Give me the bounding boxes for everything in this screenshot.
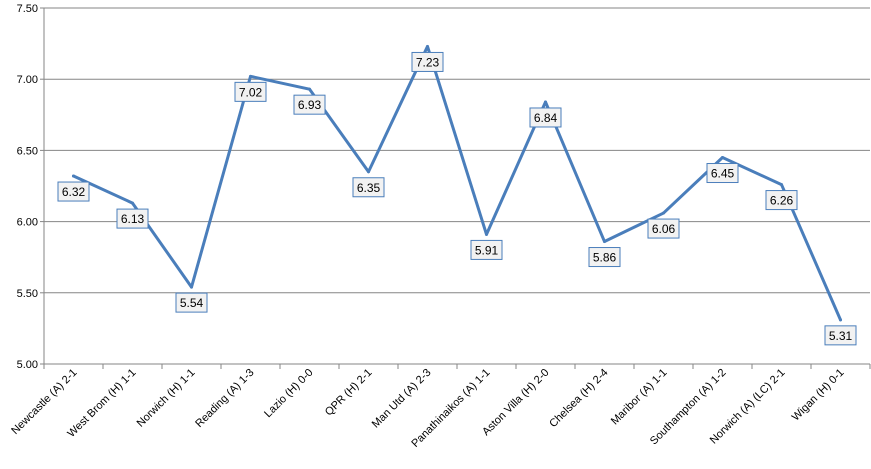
data-point <box>426 44 429 48</box>
x-tick-label: Lazio (H) 0-0 <box>262 367 315 420</box>
data-label: 6.35 <box>357 181 381 195</box>
data-point <box>544 100 547 104</box>
data-label: 6.13 <box>121 212 145 226</box>
data-label-box <box>647 218 680 239</box>
x-tick-label: Chelsea (H) 2-4 <box>547 367 610 430</box>
data-series <box>72 44 842 322</box>
data-label-box <box>352 177 385 198</box>
series-line <box>72 44 842 322</box>
data-point <box>131 201 134 205</box>
data-label-box <box>588 247 621 268</box>
data-point <box>308 87 311 91</box>
data-point <box>721 156 724 160</box>
data-point <box>662 211 665 215</box>
data-label-box <box>824 325 857 346</box>
gridlines <box>44 7 870 294</box>
data-label-box <box>293 94 326 115</box>
data-label: 5.54 <box>180 296 204 310</box>
data-labels: 6.32 6.13 5.54 7.02 6.93 6.35 7.23 5.91 6.84 5.86… <box>57 51 857 346</box>
data-label-box <box>411 51 444 72</box>
axes <box>40 7 871 369</box>
data-label: 5.86 <box>593 251 617 265</box>
data-point <box>839 318 842 322</box>
data-point <box>190 285 193 289</box>
x-tick-label: Man Utd (A) 2-3 <box>370 367 434 431</box>
x-tick-label: Norwich (H) 1-1 <box>135 367 198 430</box>
data-label-box <box>765 190 798 211</box>
data-label: 6.45 <box>711 167 735 181</box>
data-point <box>249 74 252 78</box>
y-axis-tick-labels: 5.00 5.50 6.00 6.50 7.00 7.50 <box>17 3 38 371</box>
y-tick-label: 6.00 <box>17 217 38 229</box>
y-tick-label: 6.50 <box>17 145 38 157</box>
y-tick-label: 5.50 <box>17 288 38 300</box>
y-tick-label: 7.00 <box>17 74 38 86</box>
data-point <box>72 174 75 178</box>
data-label: 5.91 <box>475 243 499 257</box>
data-label: 7.02 <box>239 85 263 99</box>
data-point <box>367 170 370 174</box>
y-tick-label: 5.00 <box>17 359 38 371</box>
data-label-box <box>529 107 562 128</box>
data-label-box <box>706 163 739 184</box>
data-point <box>780 183 783 187</box>
x-tick-label: Aston Villa (H) 2-0 <box>480 367 551 438</box>
data-point <box>603 240 606 244</box>
data-label: 5.31 <box>829 329 853 343</box>
x-tick-label: QPR (H) 2-1 <box>323 367 375 419</box>
data-point <box>485 232 488 236</box>
data-label-box <box>470 239 503 260</box>
data-label-box <box>116 208 149 229</box>
x-tick-label: Reading (A) 1-3 <box>193 367 256 430</box>
data-label: 6.26 <box>770 194 794 208</box>
x-tick-label: Maribor (A) 1-1 <box>609 367 670 428</box>
data-label-box <box>57 181 90 202</box>
data-label-box <box>175 292 208 313</box>
y-tick-label: 7.50 <box>17 3 38 15</box>
data-label-box <box>234 81 267 102</box>
data-label: 6.06 <box>652 222 676 236</box>
data-label: 6.93 <box>298 98 322 112</box>
data-label: 6.32 <box>62 185 86 199</box>
data-label: 7.23 <box>416 55 440 69</box>
x-tick-label: Wigan (H) 0-1 <box>790 367 847 424</box>
data-label: 6.84 <box>534 111 558 125</box>
